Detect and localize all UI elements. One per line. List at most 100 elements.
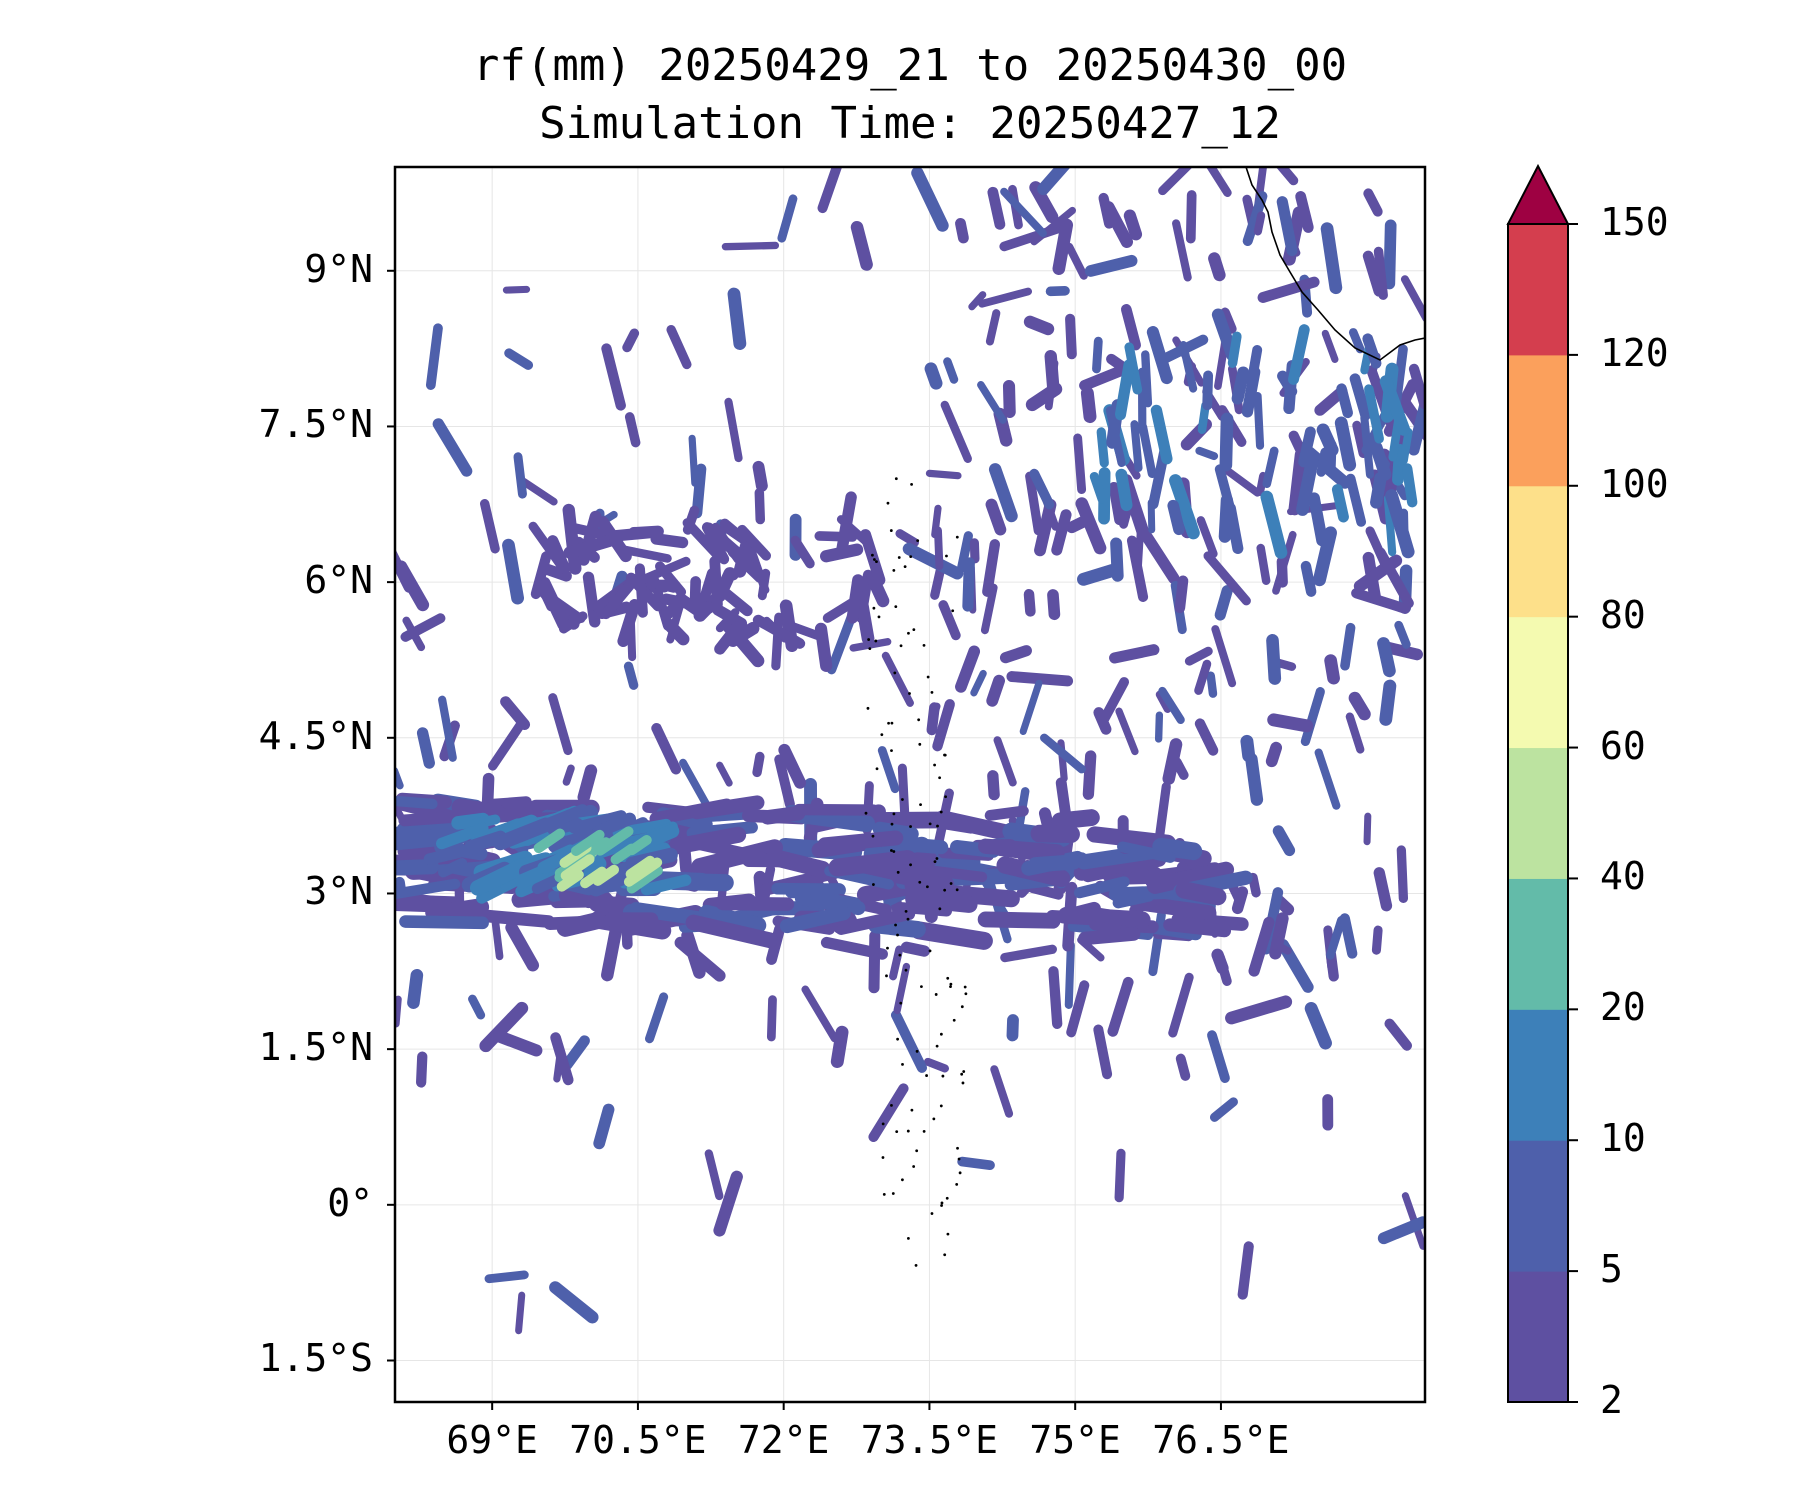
- colorbar-tick-label: 80: [1600, 592, 1646, 637]
- rain-cell: [905, 890, 978, 913]
- rain-cell: [1108, 481, 1125, 526]
- rain-cell: [688, 434, 699, 487]
- rain-cell: [1379, 679, 1397, 726]
- island-dot: [912, 628, 916, 632]
- rain-cell: [835, 907, 916, 935]
- island-dot: [935, 1044, 939, 1048]
- map-title: rf(mm) 20250429_21 to 20250430_00: [472, 40, 1348, 91]
- rain-cell: [561, 1035, 590, 1070]
- rain-cell: [778, 743, 807, 789]
- lat-tick-label: 3°N: [304, 869, 373, 914]
- rain-cell: [1202, 370, 1214, 411]
- rain-cell: [691, 463, 707, 519]
- rain-cell: [1340, 622, 1356, 671]
- rain-cell: [469, 814, 501, 829]
- rain-cell: [1025, 382, 1063, 412]
- rain-cell: [820, 936, 888, 960]
- lat-tick-label: 7.5°N: [258, 402, 373, 447]
- island-dot: [866, 706, 870, 710]
- rain-cell: [1019, 679, 1043, 736]
- rain-cell: [541, 804, 589, 830]
- island-dot: [910, 1108, 914, 1112]
- island-dot: [892, 812, 896, 816]
- island-dot: [920, 985, 923, 988]
- maldives-islands: [864, 477, 968, 1267]
- rain-cell: [582, 571, 601, 628]
- rain-cell: [550, 1032, 574, 1086]
- rain-cell: [560, 854, 595, 881]
- rain-cell: [1295, 191, 1314, 233]
- rain-cell: [752, 460, 768, 492]
- rain-cell: [1225, 995, 1293, 1025]
- rain-cell: [1270, 940, 1292, 955]
- rain-cell: [1220, 307, 1237, 334]
- rain-cell: [955, 218, 969, 244]
- rain-cell: [1030, 824, 1080, 843]
- rain-cell: [1245, 752, 1264, 806]
- island-dot: [901, 1178, 904, 1182]
- island-dot: [915, 1149, 919, 1153]
- rain-cell: [1051, 509, 1072, 556]
- rain-cell: [895, 529, 920, 547]
- rain-cell: [634, 563, 648, 618]
- island-dot: [894, 923, 897, 927]
- rain-cell: [514, 865, 549, 889]
- rain-cell: [484, 1270, 529, 1284]
- island-dot: [889, 529, 893, 532]
- rain-cell: [1096, 427, 1109, 468]
- rain-cell: [438, 695, 457, 762]
- lon-tick-label: 76.5°E: [1152, 1418, 1290, 1462]
- island-dot: [909, 825, 912, 828]
- rain-cell: [1276, 196, 1298, 257]
- rain-cell: [1030, 206, 1077, 246]
- rain-cell: [1141, 350, 1153, 408]
- rain-cell: [1248, 916, 1275, 977]
- colorbar-tick-label: 60: [1600, 723, 1646, 768]
- rain-cell: [1169, 474, 1200, 540]
- rain-cell: [777, 194, 798, 243]
- island-dot: [956, 1146, 959, 1150]
- rain-cell: [1075, 497, 1107, 555]
- rain-cell: [890, 1009, 928, 1073]
- island-dot: [872, 558, 876, 561]
- rain-cell: [1092, 336, 1103, 374]
- island-dot: [875, 560, 878, 564]
- rain-cell: [623, 857, 663, 887]
- rain-cell: [877, 746, 900, 794]
- rain-cell: [1377, 637, 1396, 678]
- lon-tick-label: 73.5°E: [860, 1418, 999, 1462]
- rain-cell: [1184, 646, 1213, 666]
- rain-cell: [984, 805, 1029, 821]
- rain-cell: [774, 754, 795, 810]
- rain-cell: [1048, 966, 1063, 1029]
- rain-cell: [900, 941, 930, 957]
- rain-cell: [1203, 551, 1251, 606]
- rain-cell: [1331, 484, 1349, 523]
- rain-cell: [1267, 713, 1314, 733]
- rain-cell: [1174, 575, 1189, 614]
- lon-tick-label: 69°E: [446, 1418, 538, 1462]
- island-dot: [960, 1005, 964, 1009]
- rain-cell: [980, 583, 998, 635]
- rain-cell: [1362, 250, 1385, 297]
- island-dot: [890, 721, 894, 725]
- rain-cell: [1326, 915, 1346, 960]
- rain-cell: [970, 669, 987, 697]
- rain-cell: [395, 878, 461, 900]
- rain-cell: [957, 1156, 995, 1171]
- colorbar-tick-label: 100: [1600, 461, 1669, 506]
- rain-cell: [817, 830, 904, 853]
- rain-cell: [1152, 837, 1203, 861]
- island-dot: [901, 798, 904, 801]
- rain-cell: [727, 287, 747, 350]
- island-dot: [932, 1117, 936, 1121]
- island-dot: [914, 1263, 918, 1267]
- rain-cell: [1129, 895, 1217, 921]
- rain-cell: [1025, 471, 1043, 536]
- rain-cell: [1408, 388, 1425, 456]
- rain-cell: [624, 412, 641, 448]
- rain-cell: [1362, 333, 1382, 369]
- rain-cell: [866, 571, 890, 608]
- island-dot: [909, 555, 913, 559]
